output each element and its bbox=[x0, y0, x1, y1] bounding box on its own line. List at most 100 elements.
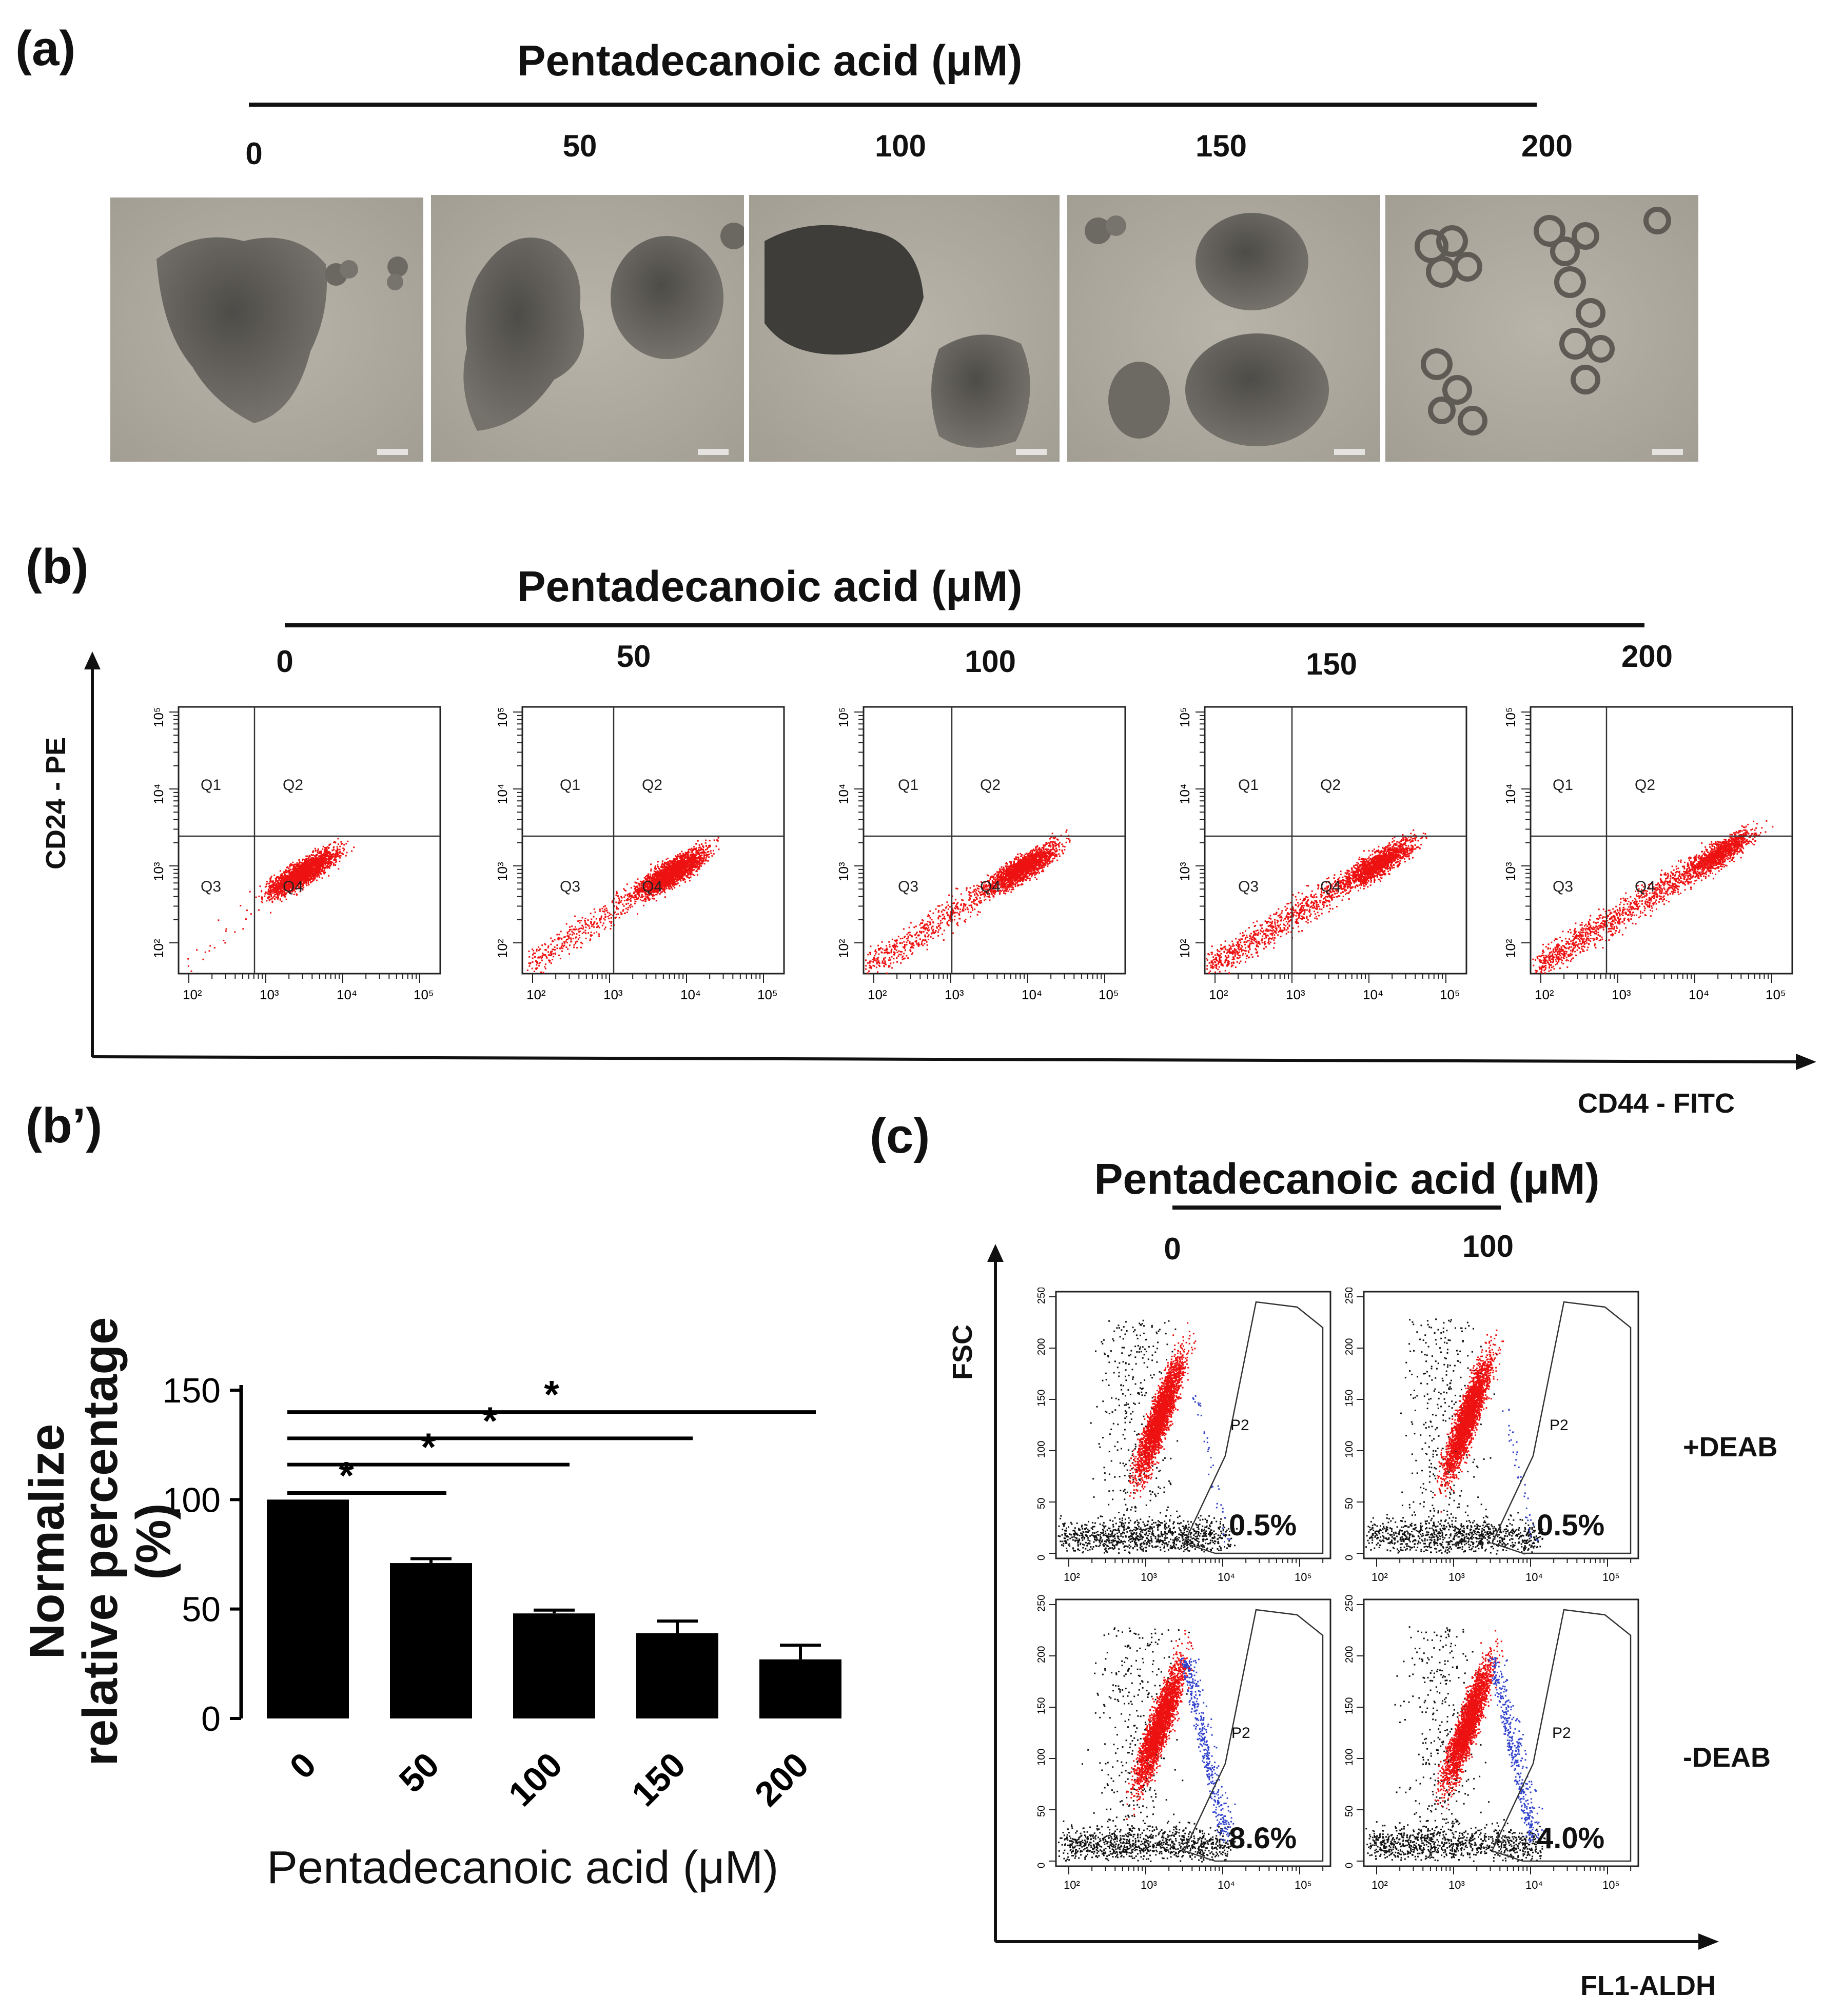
quadrant-label-1: Q1 bbox=[1553, 777, 1573, 794]
x-tick-label: 10⁵ bbox=[1295, 1879, 1312, 1891]
gate-p2 bbox=[1183, 1301, 1324, 1554]
x-tick-label: 10³ bbox=[1448, 1571, 1465, 1584]
y-tick-label: 250 bbox=[1344, 1288, 1355, 1304]
x-tick-label: 10⁴ bbox=[1363, 987, 1383, 1002]
flow-plot-50-svg: Q1 Q2 Q3 Q4 10² 10² 10³ 10³ 10⁴ 10⁴ 10⁵ 10⁵ bbox=[495, 706, 785, 1002]
micrograph-100 bbox=[749, 195, 1060, 462]
bar-chart-ylabel: Normalize relative percentage (%) bbox=[19, 1311, 181, 1772]
y-tick-label: 10² bbox=[1503, 939, 1518, 958]
panel-c-rule bbox=[1172, 1205, 1501, 1210]
y-tick-label: 0 bbox=[201, 1699, 221, 1738]
micrograph-150 bbox=[1067, 195, 1380, 462]
x-tick-label: 10³ bbox=[1141, 1571, 1157, 1584]
flow-plot-0: Q1 Q2 Q3 Q4 10² 10² 10³ 10³ 10⁴ 10⁴ 10⁵ 10⁵ bbox=[149, 703, 446, 1005]
panel-c-y-label: FSC bbox=[947, 1325, 978, 1380]
x-tick-label: 10³ bbox=[260, 987, 279, 1002]
panel-a-label: (a) bbox=[15, 21, 76, 76]
panel-a-title: Pentadecanoic acid (μM) bbox=[517, 36, 1023, 85]
x-tick-label: 10⁵ bbox=[1602, 1879, 1620, 1891]
y-tick-label: 10⁵ bbox=[151, 707, 166, 727]
y-tick-label: 10³ bbox=[495, 862, 510, 881]
flow-plot-0-svg: Q1 Q2 Q3 Q4 10² 10² 10³ 10³ 10⁴ 10⁴ 10⁵ 10⁵ bbox=[151, 706, 441, 1002]
bar-chart-yaxis: 0 50 100 150 bbox=[163, 1371, 243, 1738]
bar-150 bbox=[636, 1633, 718, 1718]
aldh-plot-minus-100: 10² 10³ 10⁴ 10⁵ 0 50 100 150 200 250 4.0% P2 bbox=[1339, 1595, 1642, 1893]
y-tick-label: 10² bbox=[1177, 939, 1192, 958]
y-tick-label: 10² bbox=[151, 939, 166, 958]
y-tick-label: 10³ bbox=[1503, 862, 1518, 881]
significance-star: * bbox=[421, 1426, 436, 1469]
y-tick-label: 10⁴ bbox=[495, 784, 510, 804]
gate-label: P2 bbox=[1231, 1725, 1250, 1742]
quadrant-label-2: Q2 bbox=[283, 777, 303, 794]
x-tick-label: 10⁴ bbox=[1689, 987, 1709, 1002]
x-tick-label: 10² bbox=[868, 987, 887, 1002]
aldh-plot-minus-100-svg: 10² 10³ 10⁴ 10⁵ 0 50 100 150 200 250 bbox=[1344, 1595, 1639, 1891]
aldh-plot-minus-0-svg: 10² 10³ 10⁴ 10⁵ 0 50 100 150 200 250 bbox=[1036, 1595, 1331, 1891]
bar-100 bbox=[513, 1613, 595, 1718]
x-tick-label: 10² bbox=[1372, 1879, 1388, 1891]
y-tick-label: 10⁵ bbox=[1503, 707, 1518, 727]
aldh-plot-plus-0: 10² 10³ 10⁴ 10⁵ 0 50 100 150 200 250 0.5% P2 bbox=[1031, 1287, 1334, 1585]
y-tick-label: 100 bbox=[1344, 1441, 1355, 1458]
bar-200 bbox=[759, 1659, 841, 1718]
flow-plot-150: Q1 Q2 Q3 Q4 10² 10² 10³ 10³ 10⁴ 10⁴ 10⁵ 10⁵ bbox=[1175, 703, 1473, 1005]
x-tick-label: 10² bbox=[183, 987, 202, 1002]
y-tick-label: 150 bbox=[1344, 1390, 1355, 1407]
y-tick-label: 200 bbox=[1344, 1338, 1355, 1355]
bar-chart-xlabel: Pentadecanoic acid (μM) bbox=[267, 1842, 779, 1893]
x-tick-label: 10² bbox=[1064, 1879, 1080, 1891]
y-tick-label: 0 bbox=[1344, 1555, 1355, 1560]
bar-chart-sig: * * * * bbox=[287, 1373, 816, 1498]
x-tick-label: 10³ bbox=[1286, 987, 1305, 1002]
x-tick-label: 10⁴ bbox=[1218, 1879, 1235, 1891]
quadrant-label-1: Q1 bbox=[898, 777, 918, 794]
quadrant-label-3: Q3 bbox=[1553, 878, 1573, 895]
aldh-pct-plus-0: 0.5% bbox=[1229, 1509, 1297, 1542]
x-tick-label: 50 bbox=[391, 1745, 446, 1800]
y-tick-label: 100 bbox=[1344, 1749, 1355, 1766]
aldh-plot-plus-100-svg: 10² 10³ 10⁴ 10⁵ 0 50 100 150 200 250 bbox=[1344, 1287, 1639, 1584]
quadrant-label-4: Q4 bbox=[1320, 878, 1341, 895]
y-tick-label: 150 bbox=[1036, 1390, 1047, 1407]
y-tick-label: 250 bbox=[1036, 1288, 1047, 1304]
quadrant-label-4: Q4 bbox=[283, 878, 303, 895]
y-tick-label: 150 bbox=[1036, 1697, 1047, 1714]
y-tick-label: 10² bbox=[495, 939, 510, 958]
y-tick-label: 200 bbox=[1344, 1646, 1355, 1663]
panel-b-label: (b) bbox=[26, 539, 89, 594]
panel-a-conc-100: 100 bbox=[874, 129, 927, 163]
quadrant-label-4: Q4 bbox=[642, 878, 662, 895]
quadrant-label-2: Q2 bbox=[1320, 777, 1341, 794]
x-tick-label: 10² bbox=[1535, 987, 1554, 1002]
row-label-minus-deab: -DEAB bbox=[1683, 1742, 1771, 1773]
x-tick-label: 10⁵ bbox=[1295, 1571, 1312, 1584]
bar-0 bbox=[267, 1499, 349, 1718]
quadrant-label-2: Q2 bbox=[642, 777, 662, 794]
aldh-pct-minus-0: 8.6% bbox=[1229, 1822, 1297, 1855]
quadrant-label-3: Q3 bbox=[1238, 878, 1259, 895]
panel-c-conc-100: 100 bbox=[1462, 1229, 1514, 1263]
y-tick-label: 10⁴ bbox=[1177, 784, 1192, 804]
panel-c-title: Pentadecanoic acid (μM) bbox=[1094, 1155, 1600, 1203]
flow-plot-100: Q1 Q2 Q3 Q4 10² 10² 10³ 10³ 10⁴ 10⁴ 10⁵ 10⁵ bbox=[834, 703, 1131, 1005]
panel-a-conc-200: 200 bbox=[1521, 129, 1573, 163]
panel-b-title: Pentadecanoic acid (μM) bbox=[517, 562, 1023, 610]
x-tick-label: 10³ bbox=[1612, 987, 1631, 1002]
x-tick-label: 10⁵ bbox=[1440, 987, 1460, 1002]
y-tick-label: 10³ bbox=[836, 862, 851, 881]
y-tick-label: 10⁵ bbox=[495, 707, 510, 727]
y-tick-label: 10⁵ bbox=[1177, 707, 1192, 727]
panel-b-conc-100: 100 bbox=[964, 644, 1016, 679]
flow-plot-100-svg: Q1 Q2 Q3 Q4 10² 10² 10³ 10³ 10⁴ 10⁴ 10⁵ 10⁵ bbox=[836, 706, 1126, 1002]
gate-p2 bbox=[1491, 1609, 1632, 1862]
micrograph-50 bbox=[431, 195, 744, 462]
significance-star: * bbox=[544, 1373, 559, 1417]
bar-chart: 0 50 100 150 * * * * 0 50 100 150 200 bbox=[163, 1371, 841, 1814]
y-tick-label: 250 bbox=[1344, 1595, 1355, 1612]
flow-plot-150-svg: Q1 Q2 Q3 Q4 10² 10² 10³ 10³ 10⁴ 10⁴ 10⁵ 10⁵ bbox=[1177, 706, 1467, 1002]
y-tick-label: 50 bbox=[1344, 1498, 1355, 1509]
y-tick-label: 100 bbox=[163, 1480, 221, 1519]
panel-a-conc-50: 50 bbox=[562, 129, 597, 163]
quadrant-label-3: Q3 bbox=[898, 878, 918, 895]
